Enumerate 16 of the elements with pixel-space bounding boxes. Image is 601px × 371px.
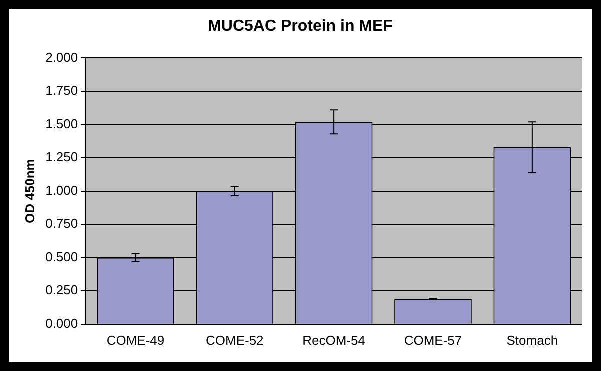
x-tick-label: COME-57 bbox=[404, 332, 462, 348]
x-tick-label: COME-49 bbox=[106, 332, 165, 348]
x-tick-label: RecOM-54 bbox=[302, 332, 366, 348]
x-tick-label: COME-52 bbox=[206, 332, 264, 348]
y-tick-label: 0.250 bbox=[46, 282, 78, 298]
y-tick-label: 2.000 bbox=[46, 50, 78, 65]
y-axis-title: OD 450nm bbox=[22, 159, 38, 224]
y-tick-label: 1.750 bbox=[46, 83, 78, 98]
y-tick-label: 1.000 bbox=[46, 182, 78, 198]
x-tick-label: Stomach bbox=[506, 332, 558, 348]
y-tick-label: 0.500 bbox=[46, 249, 78, 264]
y-tick-label: 1.250 bbox=[46, 150, 78, 165]
y-tick-label: 1.500 bbox=[46, 116, 78, 132]
y-tick-label: 0.750 bbox=[46, 216, 78, 232]
y-tick-label: 0.000 bbox=[46, 316, 78, 331]
chart-title: MUC5AC Protein in MEF bbox=[208, 18, 394, 36]
